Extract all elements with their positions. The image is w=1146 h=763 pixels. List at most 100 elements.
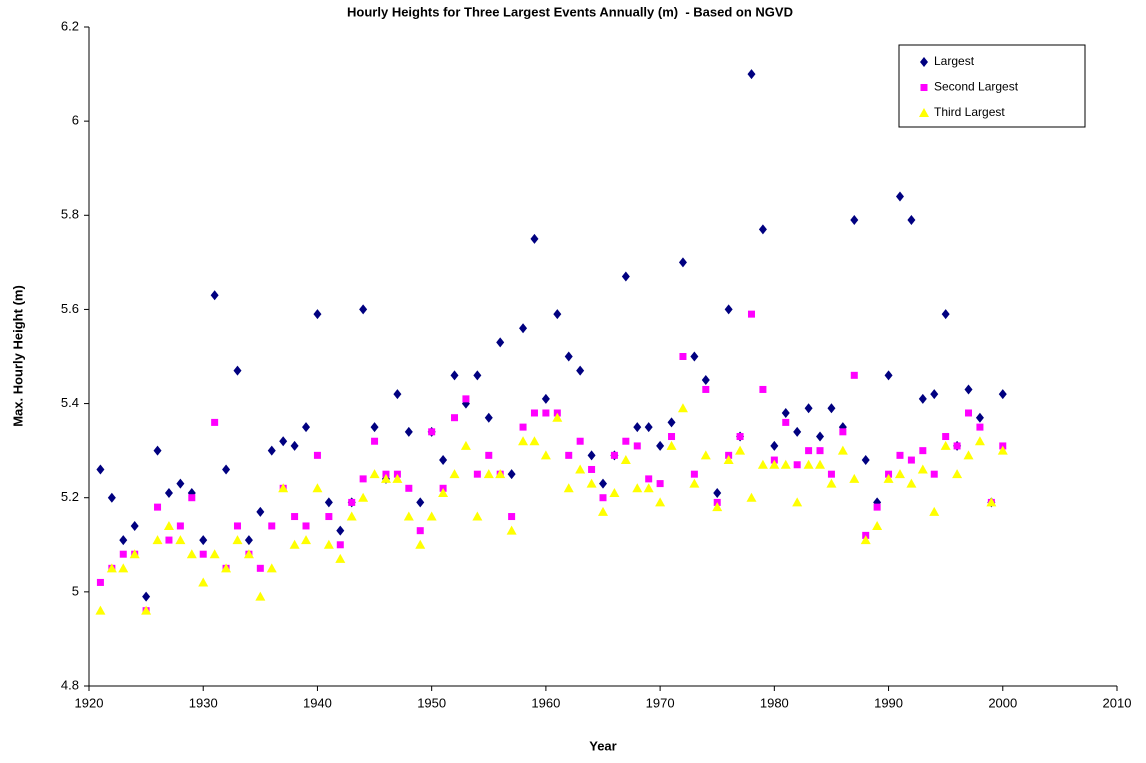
marker-diamond: [895, 191, 904, 202]
marker-diamond: [998, 389, 1007, 400]
x-tick-label: 1940: [303, 695, 332, 710]
marker-square: [839, 428, 847, 436]
marker-diamond: [667, 417, 676, 428]
y-tick-label: 5.2: [61, 489, 79, 504]
marker-triangle: [426, 511, 437, 521]
marker-square: [850, 371, 858, 379]
marker-diamond: [142, 591, 151, 602]
marker-diamond: [827, 403, 836, 414]
marker-square: [313, 451, 321, 459]
marker-square: [119, 550, 127, 558]
marker-triangle: [849, 473, 860, 483]
marker-diamond: [473, 370, 482, 381]
marker-diamond: [553, 309, 562, 320]
marker-square: [816, 447, 824, 455]
marker-square: [359, 475, 367, 483]
x-tick-label: 1920: [75, 695, 104, 710]
marker-square: [953, 442, 961, 450]
marker-triangle: [919, 108, 929, 117]
marker-diamond: [621, 271, 630, 282]
legend-label: Second Largest: [934, 80, 1019, 94]
marker-diamond: [884, 370, 893, 381]
marker-diamond: [439, 455, 448, 466]
marker-square: [348, 498, 356, 506]
marker-triangle: [129, 549, 140, 559]
marker-diamond: [404, 426, 413, 437]
marker-diamond: [975, 412, 984, 423]
marker-triangle: [632, 483, 643, 493]
x-tick-label: 2010: [1103, 695, 1132, 710]
marker-triangle: [792, 497, 803, 507]
marker-triangle: [883, 473, 894, 483]
marker-square: [508, 513, 516, 521]
marker-diamond: [450, 370, 459, 381]
marker-triangle: [655, 497, 666, 507]
marker-triangle: [221, 563, 232, 573]
marker-diamond: [256, 506, 265, 517]
marker-square: [485, 451, 493, 459]
marker-square: [793, 461, 801, 469]
marker-square: [976, 423, 984, 431]
marker-square: [371, 437, 379, 445]
marker-square: [690, 470, 698, 478]
y-tick-label: 6.2: [61, 18, 79, 33]
marker-triangle: [540, 450, 551, 460]
marker-triangle: [301, 535, 312, 545]
marker-diamond: [267, 445, 276, 456]
marker-square: [747, 310, 755, 318]
marker-triangle: [403, 511, 414, 521]
marker-square: [965, 409, 973, 417]
marker-triangle: [997, 445, 1008, 455]
marker-triangle: [209, 549, 220, 559]
marker-square: [542, 409, 550, 417]
marker-square: [919, 447, 927, 455]
legend-label: Third Largest: [934, 105, 1005, 119]
y-axis-label: Max. Hourly Height (m): [10, 285, 25, 427]
marker-square: [473, 470, 481, 478]
marker-diamond: [359, 304, 368, 315]
marker-triangle: [323, 539, 334, 549]
marker-square: [907, 456, 915, 464]
marker-triangle: [563, 483, 574, 493]
marker-triangle: [712, 502, 723, 512]
marker-diamond: [324, 497, 333, 508]
legend-box: [898, 44, 1086, 128]
marker-diamond: [416, 497, 425, 508]
marker-triangle: [894, 469, 905, 479]
marker-diamond: [370, 422, 379, 433]
marker-diamond: [530, 233, 539, 244]
marker-triangle: [232, 535, 243, 545]
x-tick-label: 1950: [417, 695, 446, 710]
marker-triangle: [769, 459, 780, 469]
marker-diamond: [244, 535, 253, 546]
marker-triangle: [438, 488, 449, 498]
marker-triangle: [380, 473, 391, 483]
marker-triangle: [872, 520, 883, 530]
y-tick-label: 4.8: [61, 677, 79, 692]
marker-triangle: [940, 440, 951, 450]
marker-triangle: [518, 436, 529, 446]
marker-triangle: [723, 455, 734, 465]
marker-triangle: [415, 539, 426, 549]
marker-square: [268, 522, 276, 530]
marker-square: [451, 414, 459, 422]
marker-triangle: [860, 535, 871, 545]
marker-triangle: [598, 506, 608, 516]
marker-diamond: [713, 488, 722, 499]
marker-square: [702, 385, 710, 393]
marker-triangle: [312, 483, 323, 493]
marker-square: [930, 470, 938, 478]
x-tick-label: 1960: [531, 695, 560, 710]
marker-square: [679, 353, 687, 360]
marker-diamond: [96, 464, 105, 475]
marker-triangle: [803, 459, 814, 469]
marker-diamond: [770, 440, 779, 451]
marker-triangle: [266, 563, 277, 573]
marker-triangle: [346, 511, 357, 521]
marker-diamond: [130, 520, 139, 531]
marker-triangle: [495, 469, 506, 479]
marker-triangle: [974, 436, 985, 446]
marker-triangle: [255, 591, 266, 601]
marker-diamond: [541, 393, 550, 404]
marker-diamond: [507, 469, 516, 480]
